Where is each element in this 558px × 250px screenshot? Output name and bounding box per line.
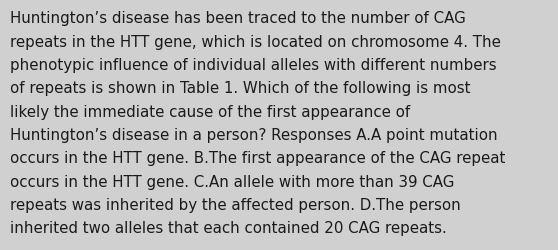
Text: likely the immediate cause of the first appearance of: likely the immediate cause of the first …: [10, 104, 410, 119]
Text: occurs in the HTT gene. C.An allele with more than 39 CAG: occurs in the HTT gene. C.An allele with…: [10, 174, 454, 189]
Text: Huntington’s disease has been traced to the number of CAG: Huntington’s disease has been traced to …: [10, 11, 466, 26]
Text: of repeats is shown in Table 1. Which of the following is most: of repeats is shown in Table 1. Which of…: [10, 81, 470, 96]
Text: repeats in the HTT gene, which is located on chromosome 4. The: repeats in the HTT gene, which is locate…: [10, 34, 501, 50]
Text: Huntington’s disease in a person? Responses A.A point mutation: Huntington’s disease in a person? Respon…: [10, 128, 498, 142]
Text: occurs in the HTT gene. B.The first appearance of the CAG repeat: occurs in the HTT gene. B.The first appe…: [10, 151, 506, 166]
Text: inherited two alleles that each contained 20 CAG repeats.: inherited two alleles that each containe…: [10, 220, 447, 236]
Text: repeats was inherited by the affected person. D.The person: repeats was inherited by the affected pe…: [10, 197, 461, 212]
Text: phenotypic influence of individual alleles with different numbers: phenotypic influence of individual allel…: [10, 58, 497, 73]
